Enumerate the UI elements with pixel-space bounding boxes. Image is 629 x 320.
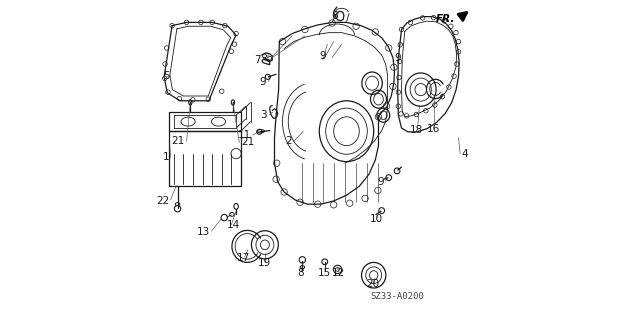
Text: 1: 1 [163,152,170,163]
Text: 4: 4 [461,148,468,159]
Text: 8: 8 [298,268,304,278]
Text: FR.: FR. [435,14,455,24]
Text: 21: 21 [242,137,255,148]
Text: 9: 9 [377,177,384,187]
Text: 12: 12 [332,268,345,278]
Text: 7: 7 [254,55,261,65]
Text: 21: 21 [172,136,185,147]
Text: 5: 5 [163,71,170,81]
Text: 6: 6 [331,11,338,21]
Text: 3: 3 [260,109,267,120]
Text: 9: 9 [260,76,267,87]
Text: 16: 16 [427,124,440,134]
Text: SZ33-A0200: SZ33-A0200 [371,292,425,301]
Text: 11: 11 [238,130,251,140]
Text: 17: 17 [237,252,250,263]
Text: 10: 10 [369,214,382,224]
Text: 19: 19 [257,258,270,268]
Text: 14: 14 [227,220,240,230]
Text: 9: 9 [319,51,326,61]
Text: 2: 2 [286,136,292,147]
Text: 13: 13 [198,227,211,237]
Text: 18: 18 [409,124,423,135]
Text: 20: 20 [366,279,379,289]
Text: 9: 9 [394,52,401,63]
Text: 15: 15 [318,268,331,278]
Text: 22: 22 [156,196,170,206]
